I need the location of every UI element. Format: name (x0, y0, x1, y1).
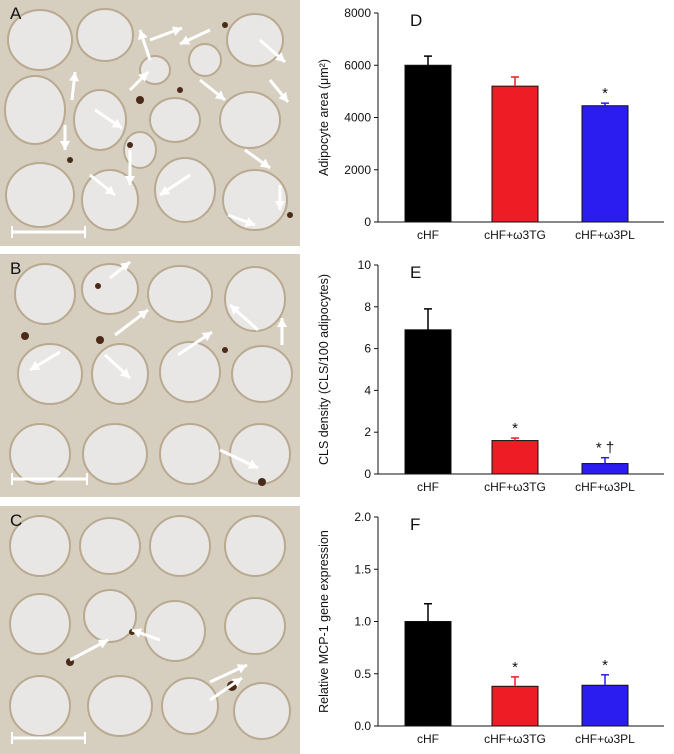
arrow-head (259, 158, 270, 168)
y-tick-label: 2000 (344, 163, 371, 177)
chart-panel-letter: E (410, 263, 421, 282)
arrow-head (111, 118, 122, 128)
micrograph-c-image (0, 506, 300, 754)
arrow-head (275, 201, 285, 210)
bar (404, 621, 452, 727)
bar (491, 685, 539, 727)
arrow-head (247, 459, 258, 469)
arrow-head (171, 26, 182, 36)
arrow-head (274, 52, 285, 62)
significance-marker: * (602, 657, 608, 674)
y-tick-label: 8000 (344, 6, 371, 20)
micrograph-a-letter: A (10, 4, 22, 23)
y-tick-label: 4000 (344, 111, 371, 125)
x-tick-label: cHF+ω3TG (484, 480, 546, 494)
arrow-head (69, 72, 80, 82)
bar (404, 64, 452, 223)
micrograph-c-letter: C (10, 511, 23, 530)
arrow-head (160, 185, 171, 195)
x-tick-label: cHF (417, 732, 439, 746)
chart-f-svg: F 0.0 0.5 1.0 1.5 2.0 Relative MCP-1 gene expr… (317, 510, 664, 746)
y-tick-label: 4 (364, 383, 371, 397)
adipocyte-cells (4, 8, 288, 231)
arrow-head (244, 217, 255, 227)
chart-panel-letter: D (410, 11, 422, 30)
bar (404, 329, 452, 475)
y-tick-label: 1.5 (354, 562, 371, 576)
bar (581, 105, 629, 223)
arrow-head (125, 176, 135, 185)
arrow-head (231, 678, 242, 688)
y-axis-label: CLS density (CLS/100 adipocytes) (317, 274, 331, 465)
y-tick-label: 2 (364, 425, 371, 439)
y-tick-label: 2.0 (354, 510, 371, 524)
arrow-head (104, 185, 115, 195)
bar (491, 440, 539, 475)
cls-stains (67, 22, 293, 218)
x-tick-label: cHF+ω3PL (575, 732, 635, 746)
arrow-head (137, 310, 148, 320)
arrow-head (138, 72, 148, 82)
significance-marker: * (512, 659, 518, 676)
arrow-head (236, 664, 247, 674)
x-tick-label: cHF (417, 228, 439, 242)
micrograph-a-image (0, 0, 300, 246)
cls-stains (21, 283, 266, 486)
arrow-head (277, 318, 287, 327)
chart-e-svg: E 0 2 4 6 8 10 CLS density (CLS/100 adipocytes)… (317, 258, 664, 494)
arrow-head (119, 368, 130, 378)
y-tick-label: 6 (364, 342, 371, 356)
arrow-head (278, 91, 288, 102)
x-tick-label: cHF+ω3PL (575, 480, 635, 494)
y-axis-label: Adipocyte area (μm²) (317, 59, 331, 176)
arrow-markers (60, 26, 290, 227)
arrow-head (138, 30, 148, 41)
arrow-head (180, 35, 191, 45)
micrograph-a (0, 0, 300, 246)
y-tick-label: 0.0 (354, 719, 371, 733)
significance-marker: * (512, 420, 518, 437)
y-axis-label: Relative MCP-1 gene expression (317, 530, 331, 713)
x-tick-label: cHF+ω3PL (575, 228, 635, 242)
y-tick-label: 1.0 (354, 615, 371, 629)
bar (581, 463, 629, 475)
bar (491, 85, 539, 223)
micrograph-c (0, 506, 300, 754)
arrow-head (132, 628, 143, 638)
y-tick-label: 0 (364, 467, 371, 481)
y-tick-label: 8 (364, 300, 371, 314)
x-tick-label: cHF+ω3TG (484, 228, 546, 242)
arrow-head (201, 332, 212, 342)
chart-e: E 0 2 4 6 8 10 CLS density (CLS/100 adipocytes)… (310, 252, 674, 502)
x-tick-label: cHF (417, 480, 439, 494)
micrograph-b (0, 254, 300, 497)
x-tick-label: cHF+ω3TG (484, 732, 546, 746)
adipocyte-cells (9, 515, 291, 740)
y-tick-label: 10 (358, 258, 372, 272)
arrow-head (60, 141, 70, 150)
arrow-markers (69, 628, 248, 702)
y-tick-label: 6000 (344, 58, 371, 72)
arrow-head (97, 639, 108, 649)
significance-marker: * † (596, 440, 614, 457)
chart-panel-letter: F (410, 515, 420, 534)
arrow-head (230, 305, 241, 315)
y-tick-label: 0 (364, 215, 371, 229)
chart-f: F 0.0 0.5 1.0 1.5 2.0 Relative MCP-1 gene expr… (310, 504, 674, 754)
chart-d-svg: D 0 2000 4000 6000 8000 Adipocyte area (μm²) cH… (317, 6, 664, 242)
adipocyte-cells (9, 263, 293, 485)
arrow-markers (29, 260, 287, 470)
chart-d: D 0 2000 4000 6000 8000 Adipocyte area (μm²) cH… (310, 0, 674, 250)
y-tick-label: 0.5 (354, 667, 371, 681)
arrow-head (119, 262, 130, 272)
arrow-head (214, 90, 225, 100)
significance-marker: * (602, 85, 608, 102)
micrograph-b-letter: B (10, 259, 22, 278)
bar (581, 684, 629, 727)
micrograph-b-image (0, 254, 300, 497)
arrow-head (30, 361, 41, 370)
